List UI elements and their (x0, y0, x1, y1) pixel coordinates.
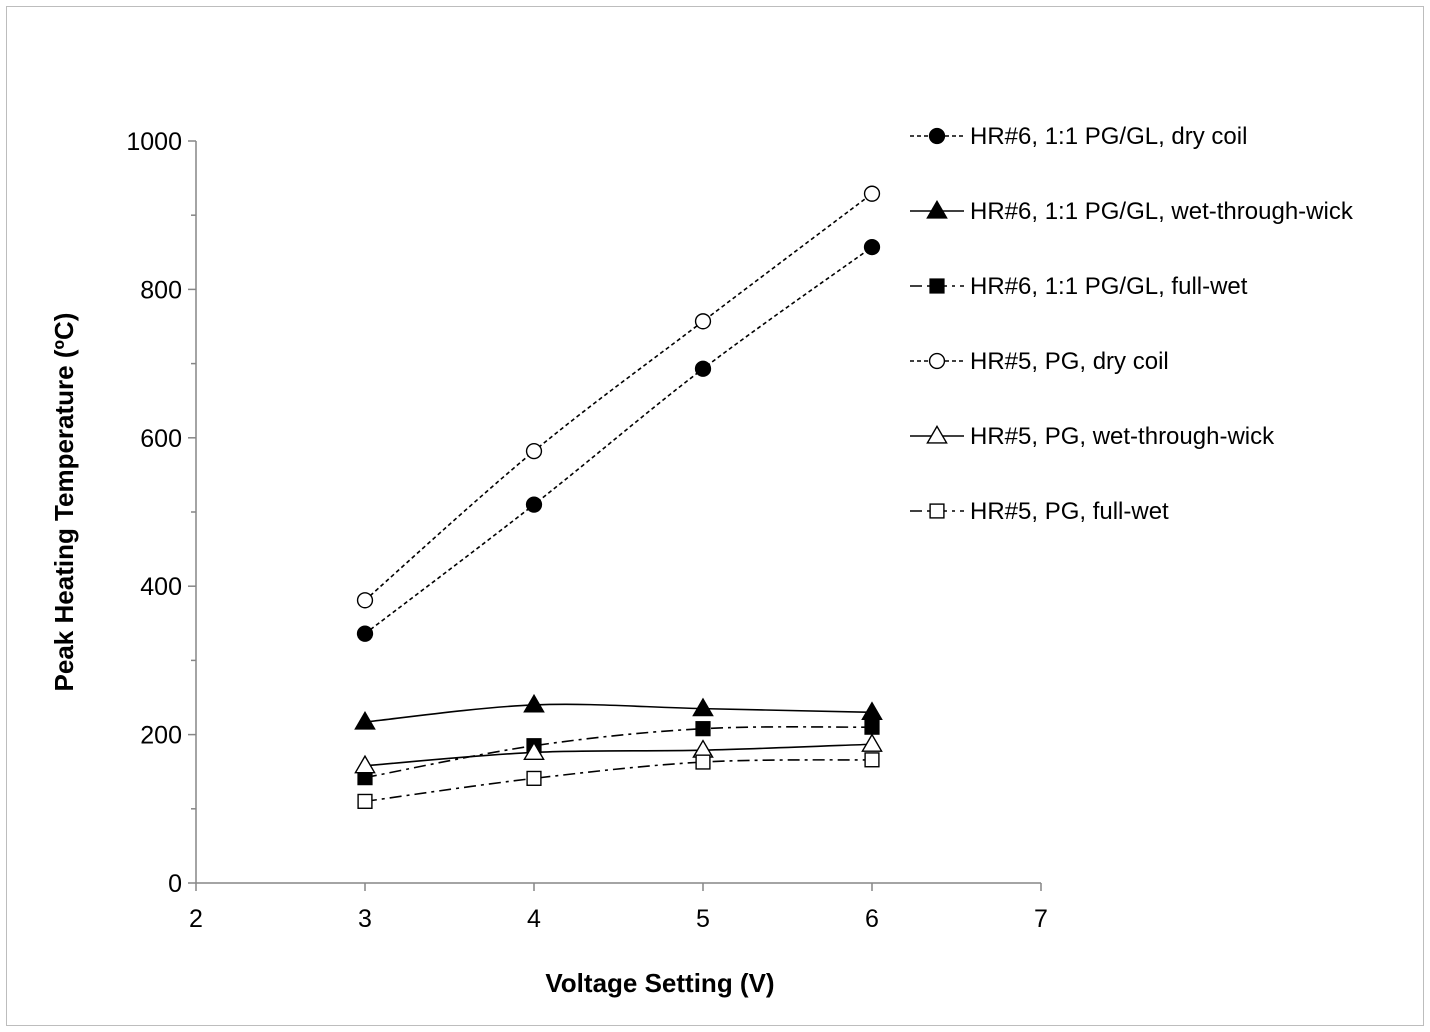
data-point (694, 360, 712, 377)
series-5 (354, 733, 883, 774)
legend: HR#6, 1:1 PG/GL, dry coil HR#6, 1:1 PG/GL… (910, 123, 1354, 525)
data-point (525, 496, 543, 513)
x-tick-label: 3 (358, 905, 372, 933)
legend-entry: HR#5, PG, full-wet (910, 498, 1169, 525)
legend-entry: HR#6, 1:1 PG/GL, wet-through-wick (910, 198, 1354, 225)
data-point (928, 352, 946, 370)
series-line (364, 246, 873, 635)
data-point (864, 719, 880, 735)
y-tick-label: 400 (140, 573, 182, 601)
x-tick-label: 5 (696, 905, 710, 933)
x-axis-title: Voltage Setting (V) (545, 968, 774, 998)
x-tick-label: 4 (527, 905, 541, 933)
data-point (926, 425, 948, 444)
data-point (525, 443, 543, 460)
legend-label: HR#5, PG, wet-through-wick (970, 423, 1275, 450)
data-point (354, 710, 376, 730)
legend-entry: HR#5, PG, dry coil (910, 348, 1169, 375)
series-line (364, 703, 873, 723)
data-point (356, 625, 374, 642)
data-point (863, 238, 881, 256)
legend-label: HR#6, 1:1 PG/GL, dry coil (970, 123, 1247, 150)
data-point (864, 752, 880, 768)
legend-label: HR#6, 1:1 PG/GL, full-wet (970, 273, 1248, 300)
data-point (523, 693, 545, 713)
data-point (694, 313, 712, 330)
legend-label: HR#5, PG, dry coil (970, 348, 1169, 375)
legend-label: HR#6, 1:1 PG/GL, wet-through-wick (970, 198, 1354, 225)
data-point (692, 697, 714, 717)
data-point (861, 701, 883, 720)
y-tick-label: 1000 (126, 128, 182, 156)
data-point (356, 592, 374, 609)
y-tick-label: 200 (140, 722, 182, 750)
legend-entry: HR#6, 1:1 PG/GL, full-wet (910, 273, 1248, 300)
x-tick-label: 7 (1034, 905, 1048, 933)
legend-entry: HR#5, PG, wet-through-wick (910, 423, 1275, 450)
axes: 0 200 400 600 800 1000 2 3 4 5 6 7 (126, 128, 1048, 933)
y-axis-title: Peak Heating Temperature (ºC) (49, 313, 79, 692)
series-line (364, 759, 873, 803)
series-layer (354, 185, 883, 809)
data-point (929, 503, 945, 519)
series-3 (357, 719, 880, 786)
data-point (354, 754, 376, 774)
y-tick-label: 600 (140, 425, 182, 453)
legend-label: HR#5, PG, full-wet (970, 498, 1169, 525)
data-point (861, 733, 883, 752)
data-point (695, 721, 711, 737)
series-2 (354, 693, 883, 730)
series-line (364, 743, 873, 767)
data-point (928, 127, 946, 145)
data-point (863, 185, 881, 202)
legend-entry: HR#6, 1:1 PG/GL, dry coil (910, 123, 1247, 150)
data-point (929, 278, 945, 294)
series-4 (356, 185, 881, 609)
y-tick-label: 800 (140, 276, 182, 304)
data-point (695, 754, 711, 770)
x-tick-label: 6 (865, 905, 879, 933)
data-point (357, 793, 373, 809)
y-tick-label: 0 (168, 870, 182, 898)
data-point (926, 200, 948, 219)
chart-frame (6, 6, 1424, 1026)
x-tick-label: 2 (189, 905, 203, 933)
data-point (526, 770, 542, 786)
series-line (364, 726, 873, 779)
data-point (523, 741, 545, 761)
series-6 (357, 752, 880, 809)
series-line (364, 193, 873, 601)
series-1 (356, 238, 881, 642)
